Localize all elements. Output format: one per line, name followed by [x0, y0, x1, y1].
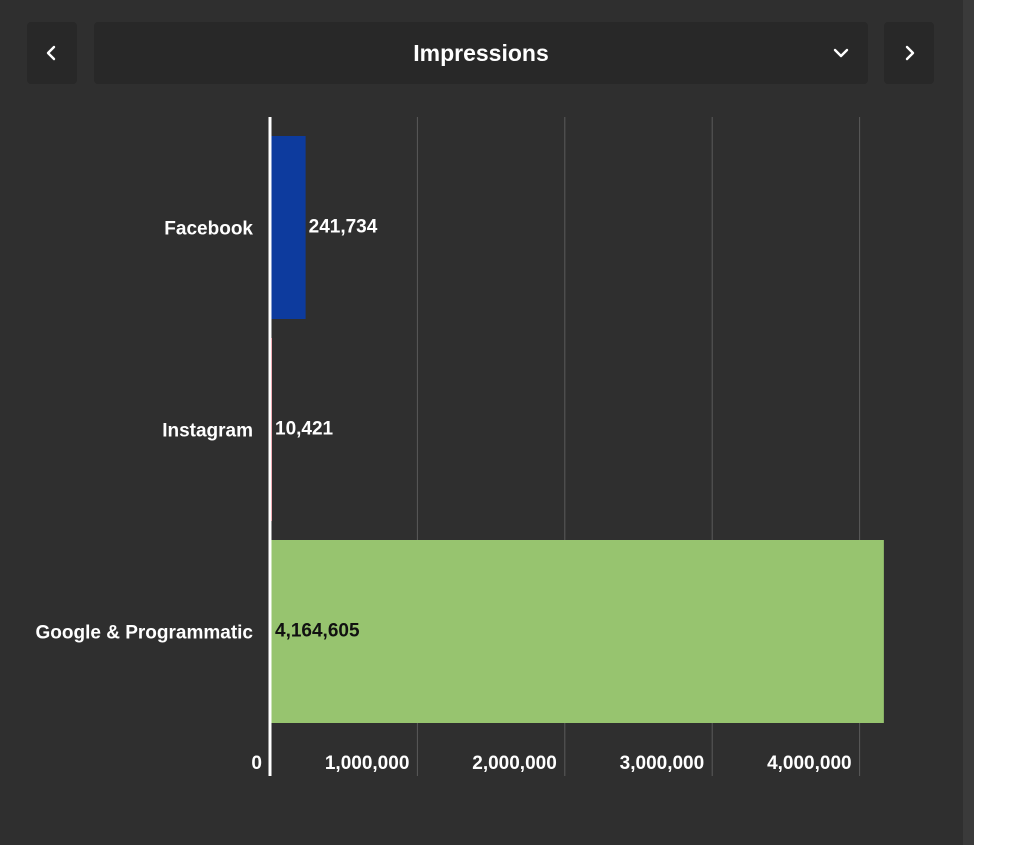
category-label: Instagram: [162, 421, 253, 442]
next-metric-button[interactable]: [884, 22, 934, 84]
category-label: Google & Programmatic: [36, 623, 254, 644]
chevron-left-icon: [46, 45, 56, 61]
data-label: 4,164,605: [275, 621, 360, 642]
previous-metric-button[interactable]: [27, 22, 77, 84]
panel-scrollbar-edge: [963, 0, 974, 845]
category-label: Facebook: [164, 219, 253, 240]
impressions-bar-chart: Facebook 241,734 Instagram 10,421 Google & P…: [36, 117, 884, 776]
chevron-down-icon: [833, 48, 849, 58]
metric-dropdown[interactable]: Impressions: [94, 22, 868, 84]
bar-facebook: [270, 136, 306, 319]
metric-dropdown-label: Impressions: [413, 40, 549, 66]
bar-google-programmatic: [270, 540, 884, 723]
x-tick-label: 0: [251, 753, 262, 774]
x-tick-label: 3,000,000: [620, 753, 705, 774]
x-tick-label: 4,000,000: [767, 753, 852, 774]
data-label: 241,734: [309, 217, 378, 238]
data-label: 10,421: [275, 419, 334, 440]
x-tick-label: 1,000,000: [325, 753, 410, 774]
chevron-right-icon: [905, 45, 915, 61]
x-tick-label: 2,000,000: [472, 753, 557, 774]
